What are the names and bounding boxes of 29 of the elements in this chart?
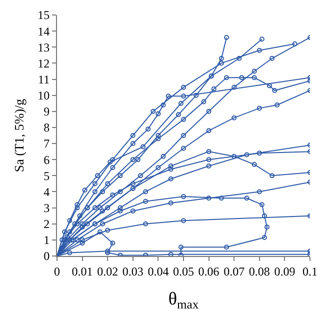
x-tick-label: 0.05	[173, 264, 194, 278]
y-tick-label: 3	[44, 201, 50, 215]
x-tick-label: 0.04	[148, 264, 169, 278]
y-tick-label: 2	[44, 217, 50, 232]
y-tick-label: 11	[38, 72, 50, 86]
y-tick-label: 7	[44, 136, 50, 151]
y-tick-label: 12	[38, 56, 50, 70]
y-tick-label: 6	[44, 152, 50, 167]
x-tick-label: 0.08	[248, 264, 270, 278]
x-tick-label: 0	[54, 264, 60, 278]
x-axis-title: θ$_{max}$	[168, 288, 200, 312]
y-tick-label: 13	[38, 40, 50, 54]
x-tick-label: 0.1	[302, 264, 318, 278]
x-tick-label: 0.09	[274, 264, 296, 278]
x-tick-label: 0.01	[72, 264, 93, 278]
x-tick-label: 0.03	[122, 264, 144, 278]
y-tick-label: 1	[44, 233, 50, 248]
x-tick-label: 0.06	[198, 264, 220, 278]
y-tick-label: 10	[38, 88, 50, 103]
y-axis-title: Sa (T1, 5%)/g	[12, 98, 27, 172]
y-tick-label: 15	[38, 8, 50, 22]
x-tick-label: 0.07	[224, 264, 245, 278]
y-tick-label: 0	[44, 249, 50, 264]
y-tick-label: 14	[38, 24, 50, 38]
y-tick-label: 4	[44, 184, 50, 199]
y-tick-label: 5	[44, 168, 50, 183]
y-tick-label: 8	[44, 120, 50, 135]
y-tick-label: 9	[44, 104, 50, 119]
x-tick-label: 0.02	[97, 264, 118, 278]
